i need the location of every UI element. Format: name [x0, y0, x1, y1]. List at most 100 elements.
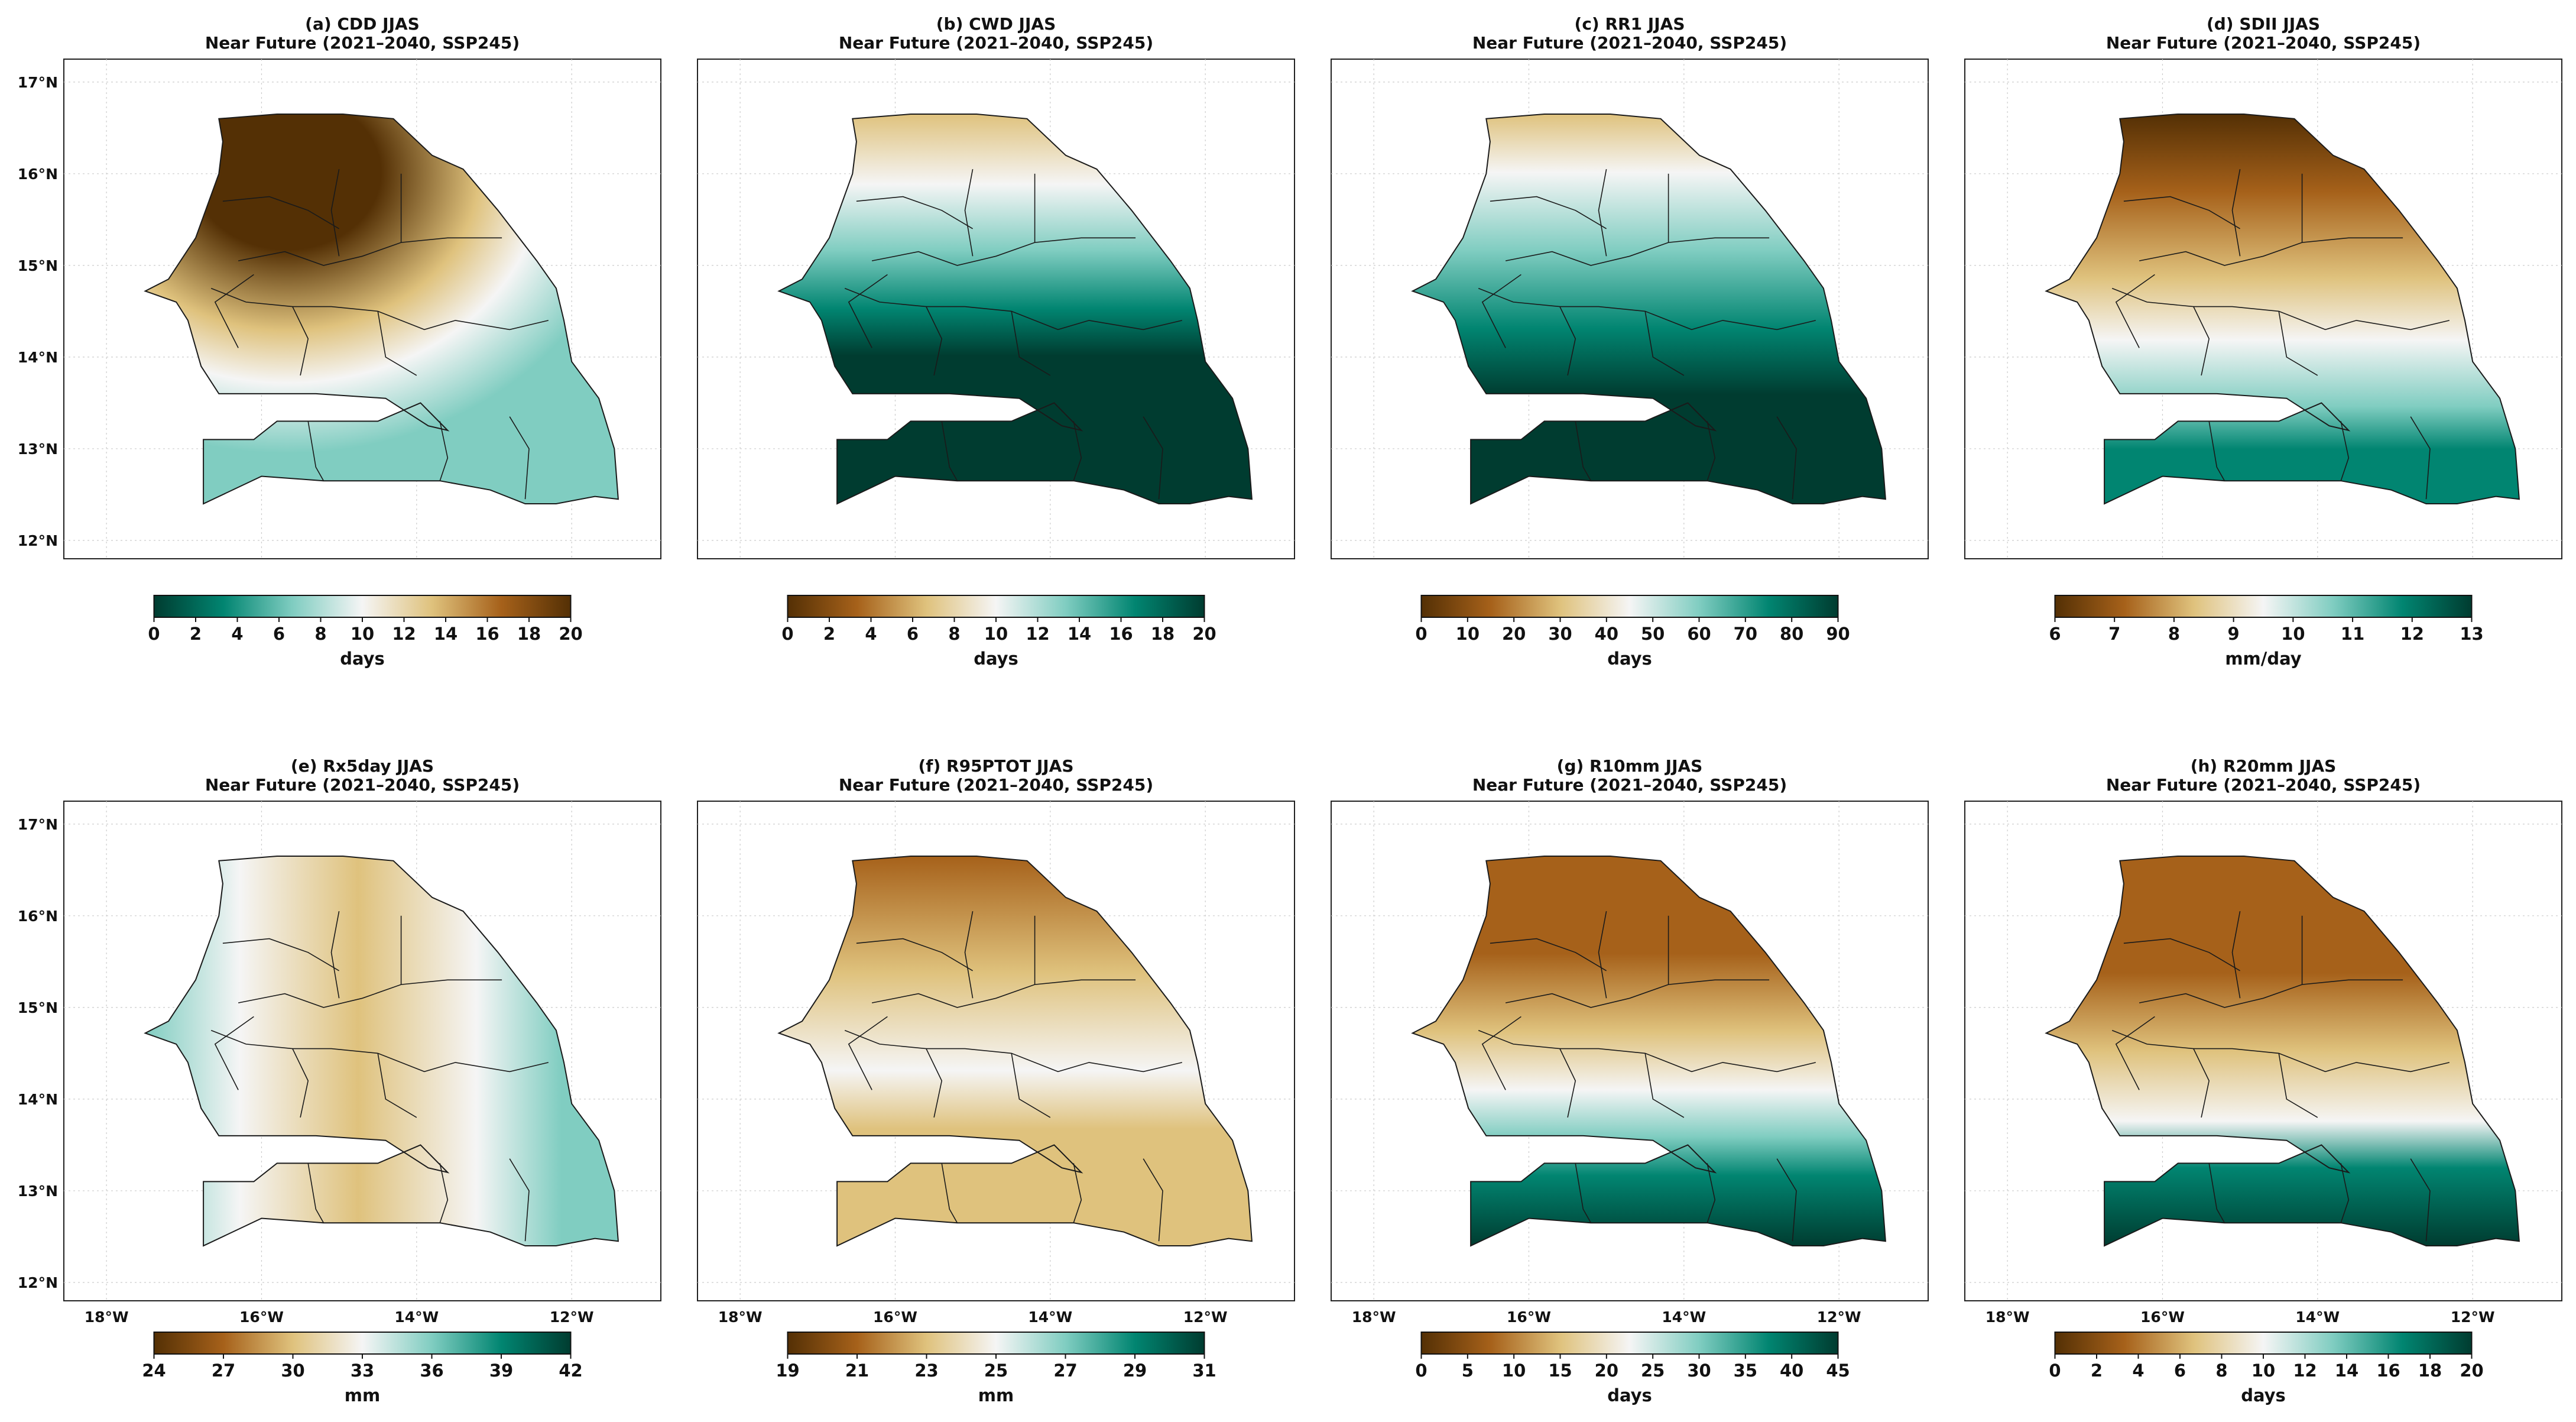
colorbar-tick-label: 8	[2215, 1361, 2227, 1381]
region-boundary	[330, 169, 340, 257]
index-field	[2045, 114, 2520, 505]
colorbar-tick-label: 2	[823, 624, 835, 644]
panel-title: (e) Rx5day JJAS	[291, 756, 434, 776]
region-boundary	[2115, 1016, 2155, 1090]
region-boundary	[926, 306, 943, 376]
index-field	[144, 114, 619, 505]
panel-title: (g) R10mm JJAS	[1557, 756, 1703, 776]
region-boundary	[2115, 274, 2155, 348]
region-boundary	[2278, 311, 2318, 376]
colorbar-tick-label: 36	[420, 1361, 443, 1381]
lon-label: 18°W	[1352, 1308, 1396, 1326]
panel-title: (d) SDII JJAS	[2207, 14, 2320, 34]
region-boundary	[1505, 237, 1770, 266]
region-boundary	[214, 274, 254, 348]
lat-label: 16°N	[18, 166, 58, 183]
region-boundary	[1776, 1158, 1797, 1242]
colorbar-tick-label: 42	[559, 1361, 582, 1381]
region-boundary	[2139, 237, 2403, 266]
colorbar-tick-label: 9	[2228, 624, 2240, 644]
colorbar-tick-label: 10	[351, 624, 374, 644]
lon-label: 16°W	[873, 1308, 917, 1326]
colorbar-tick-label: 35	[1734, 1361, 1757, 1381]
colorbar-tick-label: 16	[2376, 1361, 2400, 1381]
colorbar-tick-label: 13	[2460, 624, 2483, 644]
panel-subtitle: Near Future (2021–2040, SSP245)	[205, 33, 520, 53]
colorbar-tick-label: 11	[2341, 624, 2364, 644]
region-boundary	[307, 1163, 325, 1223]
colorbar-tick-label: 20	[1502, 624, 1526, 644]
colorbar-unit-label: mm	[345, 1385, 380, 1405]
region-boundary	[856, 938, 974, 971]
region-boundary	[2278, 1053, 2318, 1118]
lat-label: 14°N	[18, 1091, 58, 1108]
colorbar-unit-label: days	[2241, 1385, 2286, 1405]
region-boundary	[941, 421, 958, 481]
panel-subtitle: Near Future (2021–2040, SSP245)	[2106, 33, 2421, 53]
lon-label: 14°W	[2295, 1308, 2340, 1326]
region-boundary	[2123, 196, 2241, 229]
colorbar-tick-label: 20	[559, 624, 582, 644]
lon-label: 16°W	[2140, 1308, 2185, 1326]
colorbar-tick-label: 25	[984, 1361, 1008, 1381]
colorbar-tick-label: 4	[2132, 1361, 2144, 1381]
colorbar-tick-label: 20	[1595, 1361, 1618, 1381]
region-boundary	[2410, 1158, 2431, 1242]
lon-label: 14°W	[1662, 1308, 1706, 1326]
region-boundary	[439, 1163, 449, 1223]
panel-subtitle: Near Future (2021–2040, SSP245)	[205, 775, 520, 795]
index-field	[144, 856, 619, 1247]
region-boundary	[1776, 416, 1797, 500]
colorbar-tick-label: 20	[2460, 1361, 2483, 1381]
region-boundary	[1559, 1048, 1576, 1118]
region-boundary	[964, 169, 974, 257]
colorbar-tick-label: 24	[142, 1361, 166, 1381]
colorbar-tick-label: 8	[2168, 624, 2180, 644]
lat-label: 16°N	[18, 908, 58, 925]
colorbar	[2054, 595, 2473, 618]
colorbar-tick-label: 14	[1068, 624, 1091, 644]
colorbar-unit-label: days	[1607, 1385, 1652, 1405]
colorbar-tick-label: 12	[392, 624, 416, 644]
region-boundary	[509, 416, 530, 500]
region-boundary	[439, 421, 449, 481]
panel-title: (h) R20mm JJAS	[2191, 756, 2337, 776]
region-boundary	[1073, 1163, 1082, 1223]
region-boundary	[2208, 1163, 2225, 1223]
region-boundary	[1481, 1016, 1521, 1090]
region-boundary	[1598, 911, 1607, 999]
region-boundary	[377, 311, 417, 376]
region-boundary	[238, 237, 502, 266]
colorbar-tick-label: 33	[351, 1361, 374, 1381]
colorbar-tick-label: 8	[948, 624, 960, 644]
index-field	[1411, 114, 1886, 505]
region-boundary	[1575, 421, 1592, 481]
region-boundary	[1598, 169, 1607, 257]
colorbar-tick-label: 30	[1687, 1361, 1711, 1381]
region-boundary	[2340, 421, 2350, 481]
colorbar-tick-label: 10	[984, 624, 1008, 644]
colorbar-tick-label: 29	[1123, 1361, 1147, 1381]
colorbar-tick-label: 2	[190, 624, 202, 644]
lat-label: 12°N	[18, 1274, 58, 1291]
index-field	[2045, 856, 2520, 1247]
region-boundary	[509, 1158, 530, 1242]
region-boundary	[964, 911, 974, 999]
colorbar-tick-label: 70	[1734, 624, 1757, 644]
colorbar-tick-label: 90	[1826, 624, 1850, 644]
index-field	[1411, 856, 1886, 1247]
colorbar-tick-label: 10	[2281, 624, 2305, 644]
colorbar-tick-label: 18	[1151, 624, 1175, 644]
colorbar-tick-label: 12	[1026, 624, 1049, 644]
region-boundary	[926, 1048, 943, 1118]
colorbar-unit-label: days	[340, 649, 385, 669]
lon-label: 12°W	[1183, 1308, 1228, 1326]
region-boundary	[1644, 311, 1685, 376]
